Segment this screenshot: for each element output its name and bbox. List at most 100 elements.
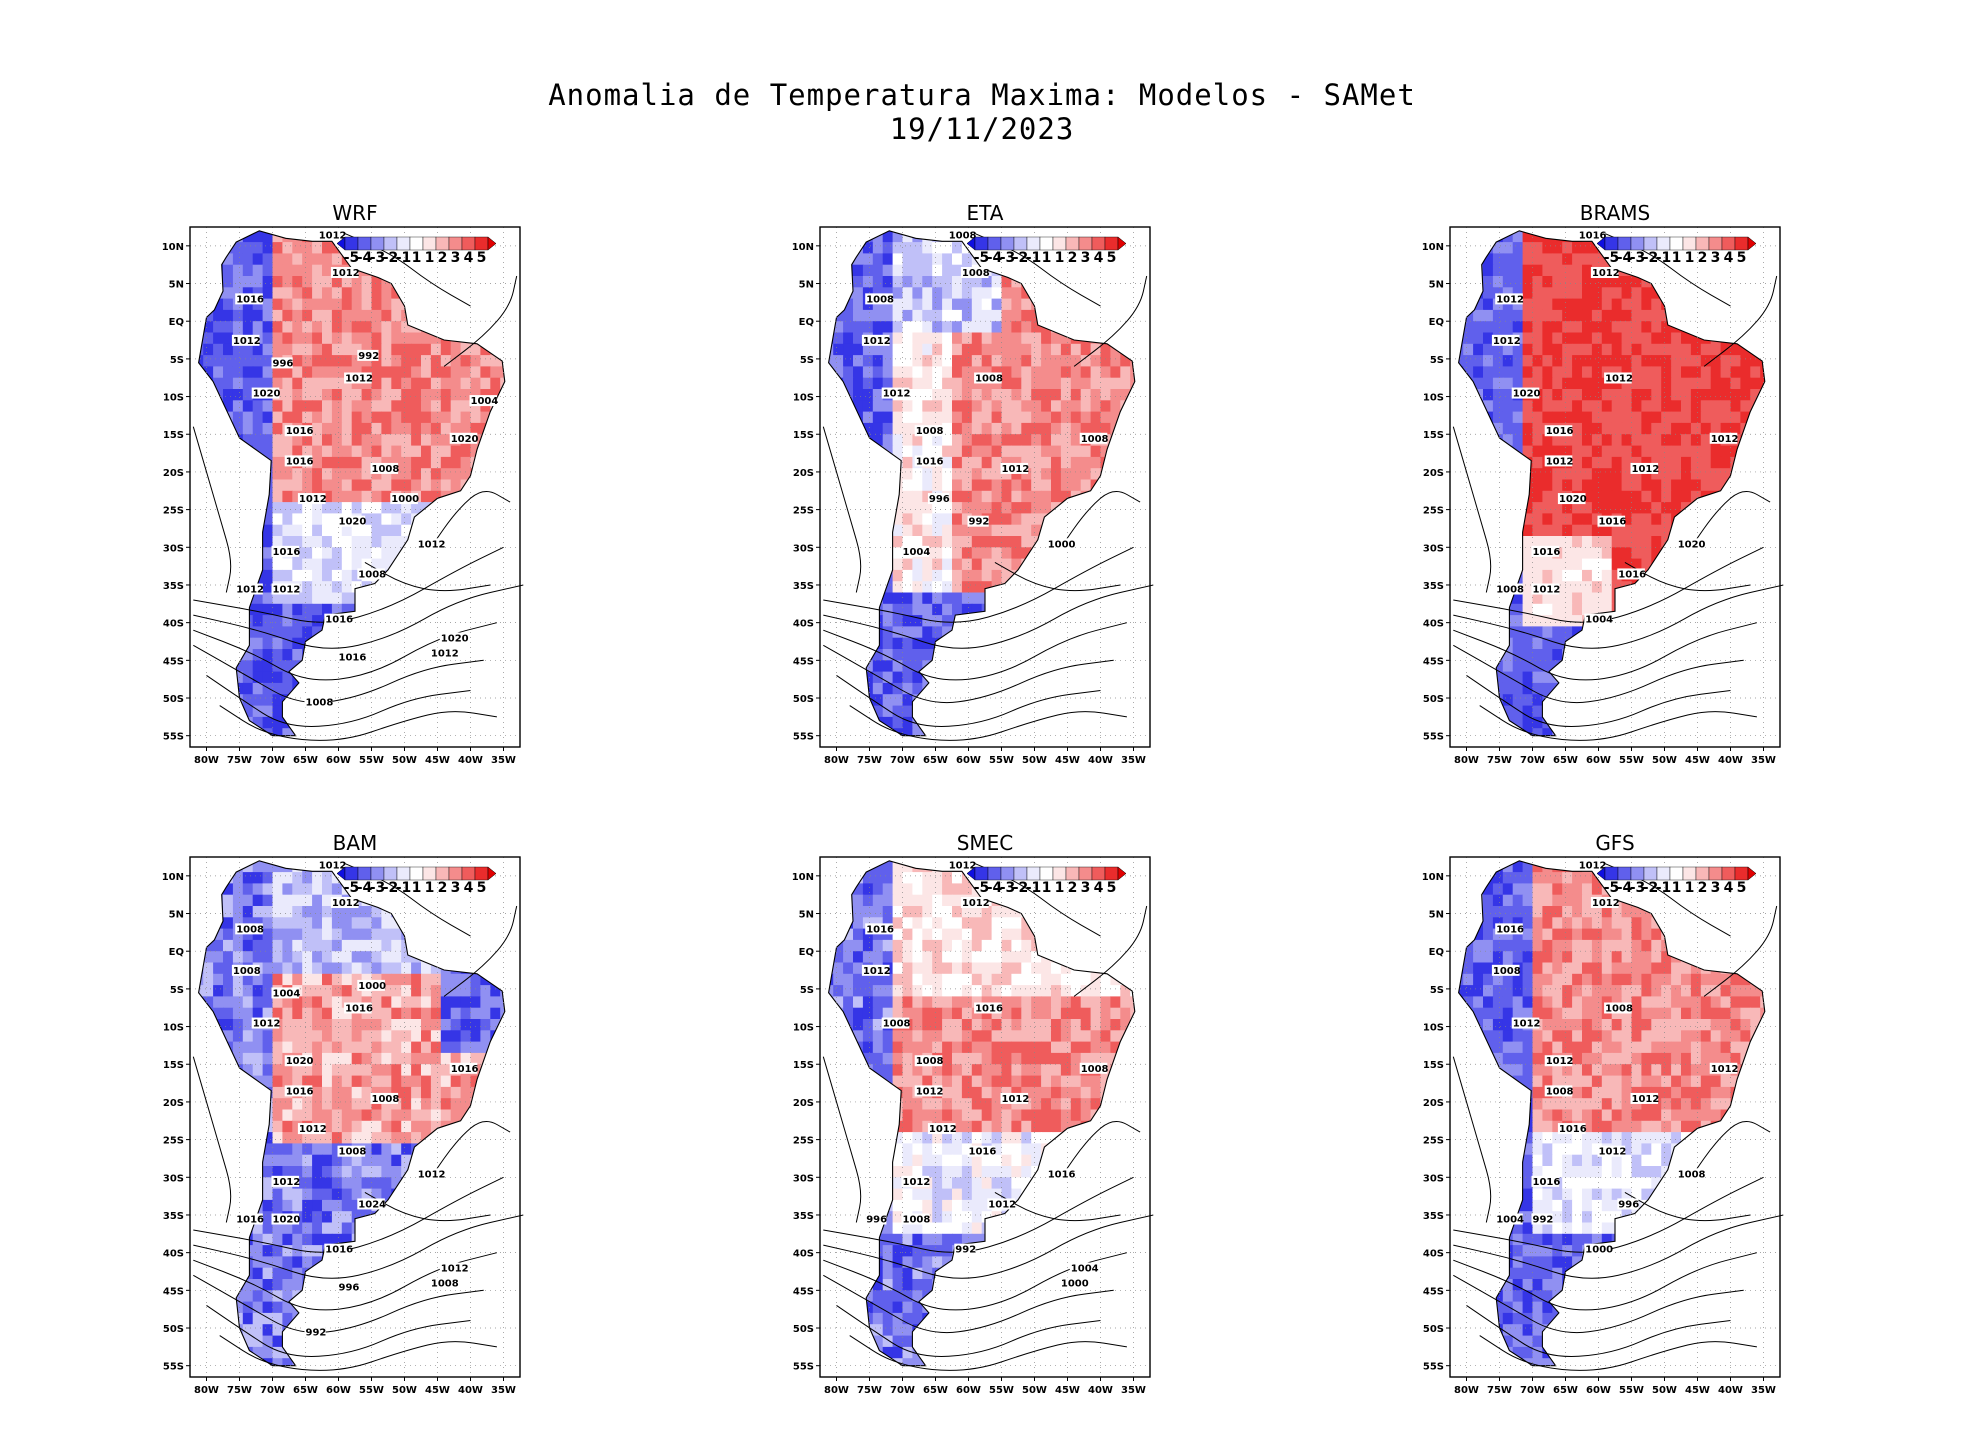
isobar-label: 1012 (903, 1177, 931, 1188)
isobar-label: 1012 (1711, 1064, 1739, 1075)
colorbar-label: -5 (974, 880, 990, 896)
isobar-label: 1012 (1632, 1094, 1660, 1105)
isobar-label: 1012 (431, 649, 459, 660)
isobar-label: 1012 (418, 1169, 446, 1180)
lat-tick-label: 50S (1423, 1324, 1444, 1335)
lat-tick-label: 10S (793, 393, 814, 404)
panel-title: ETA (967, 201, 1004, 225)
colorbar-label: 1 (1685, 250, 1695, 266)
longitude-axis: 80W 75W 70W 65W 60W 55W 50W 45W 40W 35W (1454, 1377, 1776, 1396)
lon-tick-label: 75W (857, 755, 882, 766)
lon-tick-label: 50W (392, 755, 417, 766)
isobar-label: 1012 (1513, 1019, 1541, 1030)
colorbar-label: 3 (1081, 250, 1091, 266)
isobar-label: 1020 (1513, 389, 1541, 400)
isobar-label: 1016 (1533, 1177, 1561, 1188)
lat-tick-label: 5N (169, 280, 184, 291)
lat-tick-label: 25S (1423, 1136, 1444, 1147)
lat-lon-grid (820, 857, 1150, 1377)
lon-tick-label: 65W (923, 1385, 948, 1396)
lat-tick-label: 15S (1423, 430, 1444, 441)
lat-tick-label: 30S (793, 543, 814, 554)
isobar-label: 1016 (866, 924, 894, 935)
colorbar: -5-4-3-2-1 1 1 2 3 4 5 (336, 866, 497, 896)
colorbar-label: -2 (383, 250, 399, 266)
lon-tick-label: 50W (1022, 1385, 1047, 1396)
lat-tick-label: 10N (162, 242, 184, 253)
colorbar-label: 1 (1055, 250, 1065, 266)
isobar-label: 1008 (903, 1215, 931, 1226)
isobar-label: 1012 (883, 389, 911, 400)
map-frame (1449, 226, 1781, 748)
lat-tick-label: EQ (1429, 317, 1444, 328)
lon-tick-label: 65W (293, 755, 318, 766)
isobar-label: 1000 (358, 981, 386, 992)
isobar-labels: 1008 1008 1008 1012 1008 1012 1008 1016 1012 1008… (861, 229, 1109, 558)
isobar-label: 1016 (451, 1064, 479, 1075)
isobar-label: 1012 (332, 268, 360, 279)
panel-title: SMEC (957, 831, 1014, 855)
lat-tick-label: 5N (799, 910, 814, 921)
isobar-label: 1008 (236, 924, 264, 935)
isobar-label: 1004 (471, 396, 499, 407)
lat-tick-label: 15S (793, 430, 814, 441)
colorbar-label: 1 (1685, 880, 1695, 896)
lat-tick-label: 55S (793, 732, 814, 743)
isobar-label: 1012 (1546, 1056, 1574, 1067)
isobar-labels: 1012 1012 1016 1012 1016 1008 1008 1012 1012 1008… (861, 859, 1109, 1290)
lat-tick-label: 55S (163, 732, 184, 743)
lon-tick-label: 60W (956, 755, 981, 766)
colorbar-label: 4 (1724, 880, 1734, 896)
map-frame (819, 856, 1151, 1378)
isobar-label: 1008 (916, 426, 944, 437)
colorbar-label: -2 (1643, 880, 1659, 896)
isobar-label: 1008 (372, 464, 400, 475)
isobar-label: 1016 (339, 652, 367, 663)
lon-tick-label: 40W (458, 755, 483, 766)
isobar-label: 1000 (1048, 539, 1076, 550)
isobar-label: 1012 (319, 230, 347, 241)
colorbar: -5-4-3-2-1 1 1 2 3 4 5 (966, 866, 1127, 896)
colorbar-label: -4 (1617, 250, 1633, 266)
lat-tick-label: 50S (1423, 694, 1444, 705)
isobar-label: 1008 (1605, 1003, 1633, 1014)
isobar-labels: 1016 1012 1012 1012 1012 1020 1016 1012 1012 1012… (1491, 229, 1739, 626)
lat-tick-label: 5N (1429, 910, 1444, 921)
isobar-label: 1016 (236, 1215, 264, 1226)
lon-tick-label: 70W (260, 755, 285, 766)
isobar-label: 1016 (1048, 1169, 1076, 1180)
lon-tick-label: 75W (227, 1385, 252, 1396)
lat-tick-label: 40S (793, 1249, 814, 1260)
colorbar-label: -1 (396, 880, 412, 896)
colorbar-label: 2 (1698, 250, 1708, 266)
isobar-label: 1000 (1061, 1279, 1089, 1290)
colorbar-label: -4 (357, 250, 373, 266)
isobar-label: 1012 (418, 539, 446, 550)
lat-tick-label: 45S (1423, 656, 1444, 667)
isobar-label: 1024 (358, 1199, 386, 1210)
colorbar-label: 2 (1698, 880, 1708, 896)
lon-tick-label: 35W (491, 1385, 516, 1396)
colorbar-label: -1 (1026, 250, 1042, 266)
isobar-label: 1020 (1678, 539, 1706, 550)
isobar-label: 1020 (1559, 494, 1587, 505)
isobar-label: 1012 (1546, 456, 1574, 467)
isobar-label: 1016 (1559, 1124, 1587, 1135)
isobar-label: 1012 (441, 1263, 469, 1274)
lon-tick-label: 60W (326, 1385, 351, 1396)
lat-tick-label: 30S (1423, 543, 1444, 554)
colorbar-label: 1 (425, 880, 435, 896)
colorbar-label: 5 (1737, 250, 1747, 266)
lat-tick-label: 10S (1423, 393, 1444, 404)
lat-tick-label: 10N (1422, 242, 1444, 253)
latitude-axis: 10N 5N EQ 5S 10S 15S 20S 25S 30S 35S 40S 45S 50S 55S (162, 242, 190, 743)
isobar-label: 1016 (969, 1147, 997, 1158)
longitude-axis: 80W 75W 70W 65W 60W 55W 50W 45W 40W 35W (1454, 747, 1776, 766)
isobar-label: 1008 (1081, 434, 1109, 445)
lat-tick-label: 35S (1423, 581, 1444, 592)
lon-tick-label: 65W (293, 1385, 318, 1396)
latitude-axis: 10N 5N EQ 5S 10S 15S 20S 25S 30S 35S 40S 45S 50S 55S (792, 872, 820, 1373)
lon-tick-label: 75W (1487, 755, 1512, 766)
lon-tick-label: 45W (1055, 755, 1080, 766)
isobar-label: 1008 (975, 373, 1003, 384)
